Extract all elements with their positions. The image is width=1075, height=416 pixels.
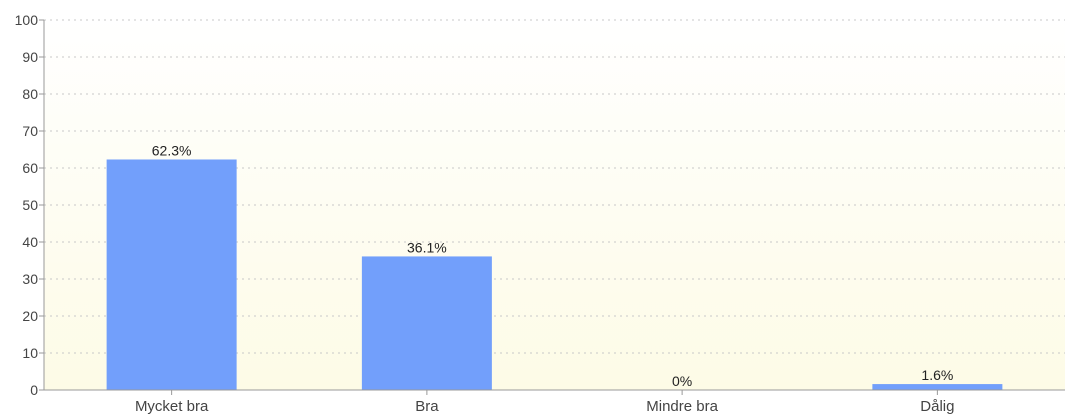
y-tick-label: 10 xyxy=(22,345,38,361)
y-tick-label: 0 xyxy=(30,382,38,398)
y-tick-label: 40 xyxy=(22,234,38,250)
data-label: 1.6% xyxy=(921,367,953,383)
y-tick-label: 100 xyxy=(15,12,39,28)
bars xyxy=(106,159,1003,390)
y-tick-label: 50 xyxy=(22,197,38,213)
y-axis-ticks: 0 10 20 30 40 50 60 70 80 90 100 xyxy=(15,12,44,398)
data-labels: 62.3% 36.1% 0% 1.6% xyxy=(152,142,954,389)
y-tick-label: 70 xyxy=(22,123,38,139)
data-label: 62.3% xyxy=(152,142,192,158)
bar xyxy=(872,384,1003,390)
x-tick-label: Mycket bra xyxy=(135,398,209,415)
gridlines xyxy=(44,19,1065,354)
y-tick-label: 60 xyxy=(22,160,38,176)
x-tick-label: Mindre bra xyxy=(646,398,718,415)
y-tick-label: 90 xyxy=(22,49,38,65)
x-tick-label: Bra xyxy=(415,398,439,415)
bar xyxy=(361,256,492,390)
y-tick-label: 20 xyxy=(22,308,38,324)
x-tick-label: Dålig xyxy=(920,398,954,415)
bar xyxy=(106,159,237,390)
x-axis-ticks: Mycket bra Bra Mindre bra Dålig xyxy=(135,390,954,415)
y-tick-label: 30 xyxy=(22,271,38,287)
y-tick-label: 80 xyxy=(22,86,38,102)
data-label: 0% xyxy=(672,373,692,389)
data-label: 36.1% xyxy=(407,239,447,255)
